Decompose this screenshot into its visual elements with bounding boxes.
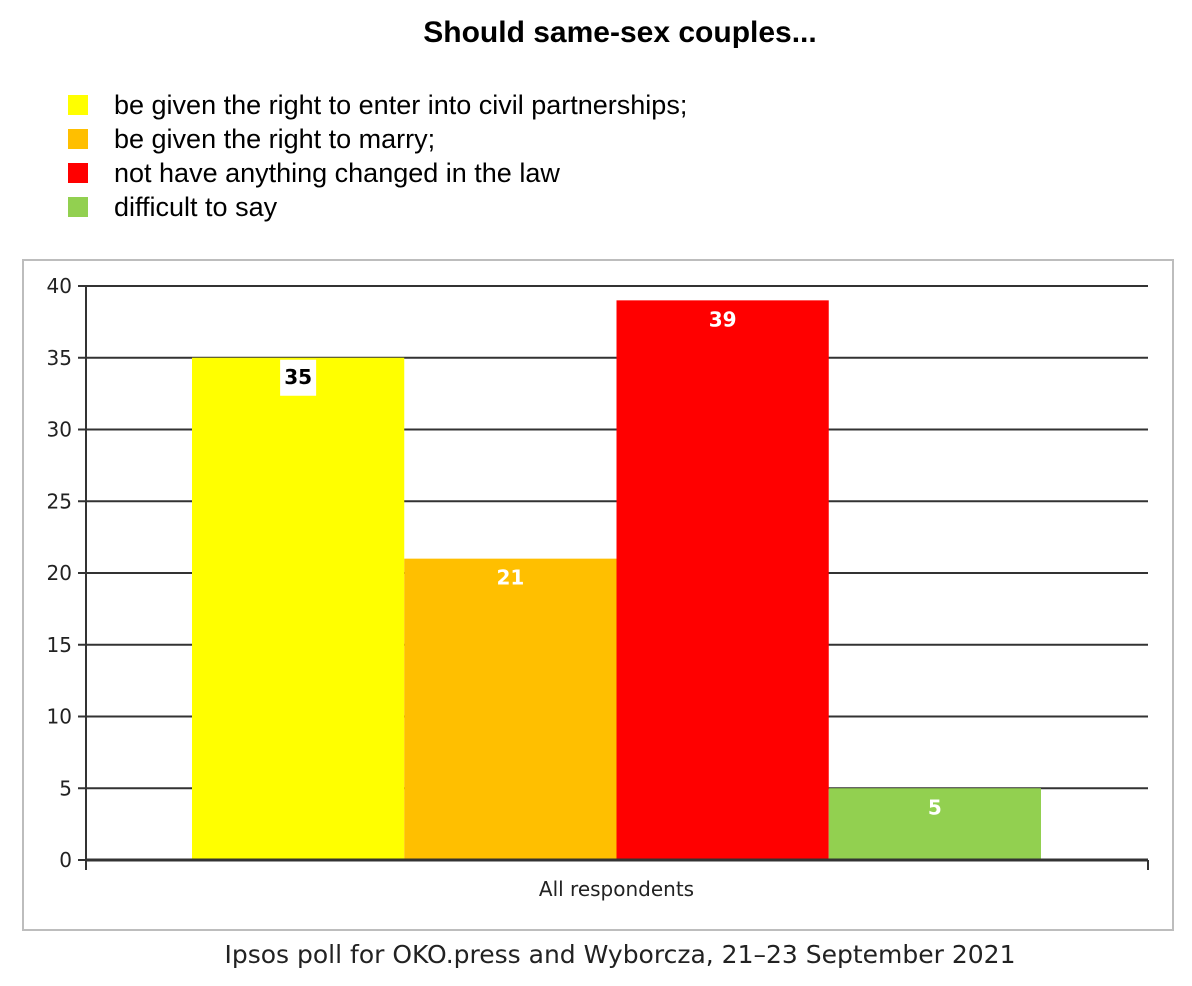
data-label: 39 [709, 307, 737, 331]
legend-item: be given the right to enter into civil p… [68, 88, 687, 122]
y-tick-label: 30 [47, 418, 72, 442]
y-tick-label: 35 [47, 346, 72, 370]
data-label: 21 [496, 566, 524, 590]
y-tick-label: 20 [47, 561, 72, 585]
legend-swatch [68, 95, 88, 115]
y-tick-label: 5 [59, 776, 72, 800]
y-tick-label: 15 [47, 633, 72, 657]
legend-label: not have anything changed in the law [114, 157, 560, 188]
legend-swatch [68, 129, 88, 149]
chart-caption: Ipsos poll for OKO.press and Wyborcza, 2… [224, 940, 1016, 969]
legend-item: be given the right to marry; [68, 122, 687, 156]
y-tick-label: 40 [47, 274, 72, 298]
bar [616, 300, 829, 861]
data-label: 35 [284, 365, 312, 389]
legend-swatch [68, 197, 88, 217]
x-tick-label: All respondents [539, 877, 694, 901]
bar [404, 558, 617, 860]
legend-item: not have anything changed in the law [68, 156, 687, 190]
legend-label: difficult to say [114, 191, 278, 222]
legend-item: difficult to say [68, 190, 687, 224]
chart-title: Should same-sex couples... [423, 16, 817, 49]
y-tick-label: 25 [47, 489, 72, 513]
bar [828, 788, 1041, 860]
data-label-bg [280, 359, 317, 396]
legend-label: be given the right to enter into civil p… [114, 89, 688, 120]
legend-label: be given the right to marry; [114, 123, 436, 154]
legend-swatch [68, 163, 88, 183]
bar [192, 357, 405, 860]
legend: be given the right to enter into civil p… [68, 88, 687, 224]
y-tick-label: 0 [59, 848, 72, 872]
data-label: 5 [928, 795, 942, 819]
y-tick-label: 10 [47, 705, 72, 729]
